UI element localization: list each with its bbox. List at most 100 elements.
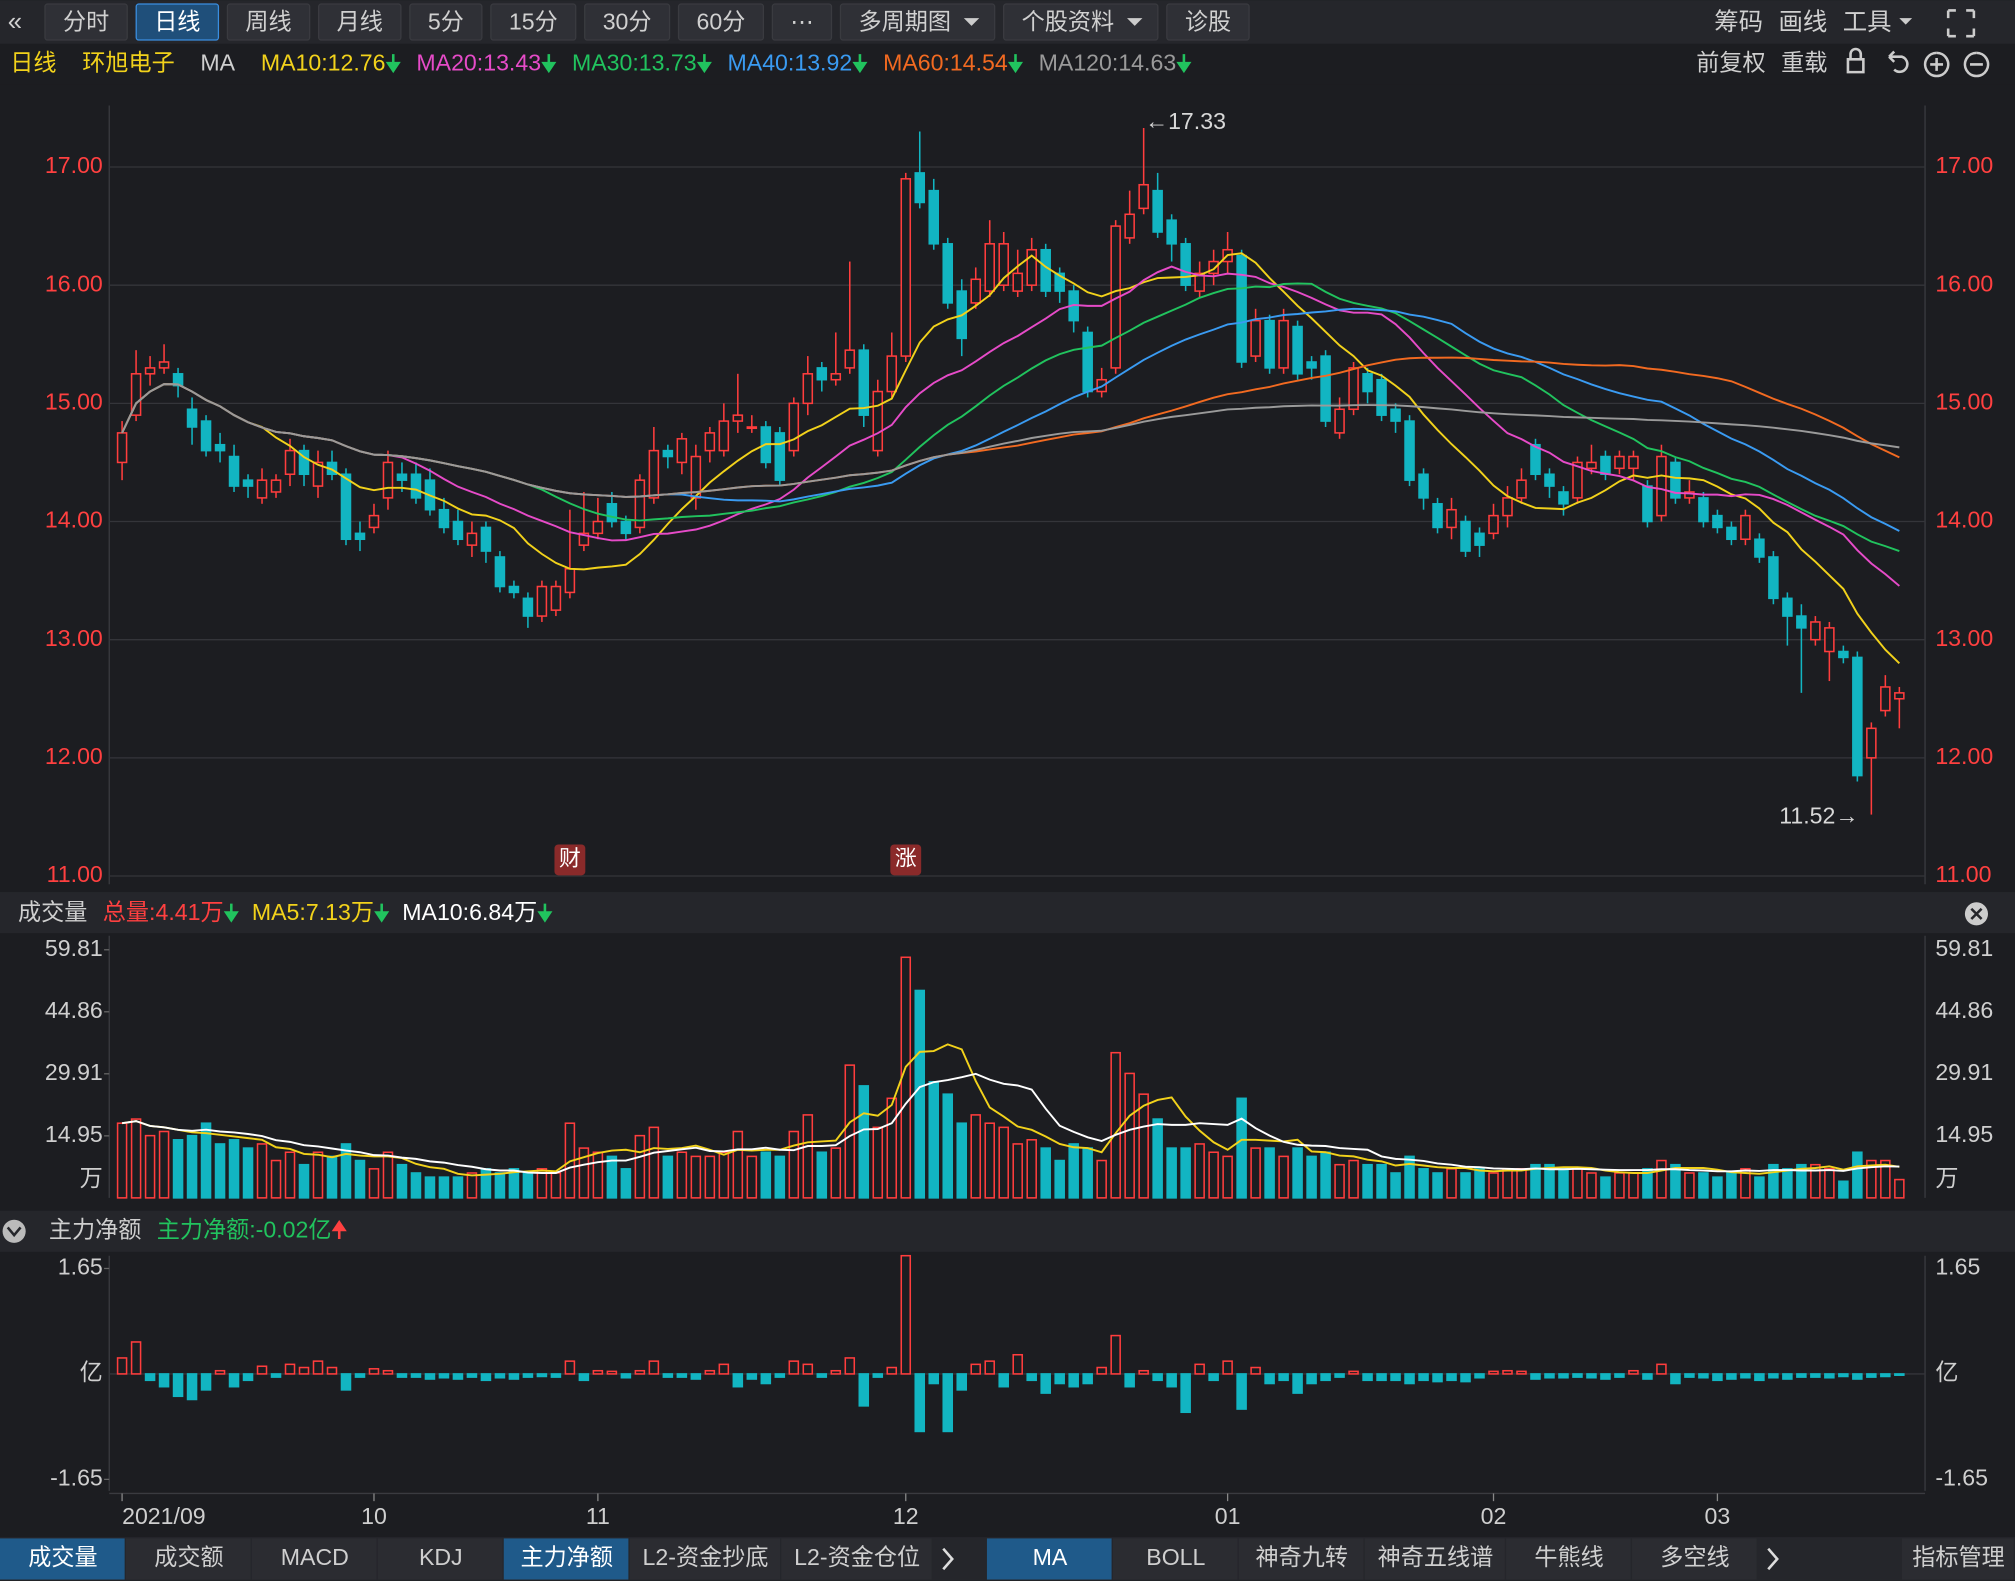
bottom-tab[interactable] [1112, 1538, 1238, 1580]
legend-icon[interactable] [1923, 51, 1950, 78]
ma-line [121, 252, 1901, 665]
toolbar-button[interactable] [318, 3, 402, 41]
legend-icon[interactable] [1888, 50, 1909, 74]
bottom-tab[interactable] [125, 1538, 251, 1580]
toolbar-right-label[interactable]: 工具 [1843, 9, 1892, 36]
bottom-tab[interactable] [1238, 1538, 1364, 1580]
candle-body [1530, 443, 1541, 476]
y-tick-label-right: 13.00 [1935, 625, 1993, 651]
bar [1698, 1373, 1709, 1379]
event-marker-label[interactable]: 财 [559, 846, 581, 871]
bar [1670, 1163, 1681, 1199]
bottom-tab[interactable] [251, 1538, 377, 1580]
bottom-tab-label[interactable]: 神奇九转 [1256, 1544, 1349, 1570]
bottom-tab-label[interactable]: MA [1033, 1544, 1068, 1570]
bottom-tab[interactable] [1364, 1538, 1505, 1580]
bar [1502, 1168, 1513, 1199]
volume-header [0, 892, 2015, 934]
bar [1544, 1163, 1555, 1199]
bar [998, 1126, 1009, 1199]
bar [354, 1373, 366, 1378]
candle-body [1418, 473, 1429, 499]
toolbar-button[interactable] [490, 3, 577, 41]
bar [1572, 1373, 1583, 1378]
panel-label: MA10:6.84万 [402, 899, 537, 925]
toolbar-button[interactable] [677, 3, 765, 41]
bottom-tab-label[interactable]: 多空线 [1660, 1544, 1729, 1570]
bottom-tab[interactable] [629, 1538, 781, 1580]
legend-right[interactable]: 重载 [1781, 50, 1827, 76]
bottom-tab[interactable] [1632, 1538, 1757, 1580]
event-marker[interactable] [554, 844, 586, 876]
panel-label: 主力净额:-0.02亿 [157, 1216, 332, 1242]
toolbar-button-label[interactable]: 月线 [337, 8, 383, 34]
toolbar-button[interactable] [1166, 3, 1250, 41]
event-marker-label[interactable]: 涨 [895, 846, 917, 871]
toolbar-button[interactable] [771, 3, 833, 41]
bottom-tab[interactable] [1506, 1538, 1631, 1580]
toolbar-button-label[interactable]: ⋯ [790, 8, 813, 34]
legend-icon[interactable] [1963, 51, 1990, 78]
y-tick-label-right: 14.00 [1935, 507, 1993, 533]
bar [788, 1130, 800, 1199]
toolbar-button[interactable] [226, 3, 311, 41]
bottom-tab-label[interactable]: 主力净额 [520, 1544, 613, 1570]
bottom-tab-label[interactable]: 成交量 [28, 1544, 97, 1570]
toolbar-button-label[interactable]: 60分 [697, 8, 746, 34]
bottom-tab-label[interactable]: MACD [281, 1544, 349, 1570]
y-tick-label: 15.00 [45, 388, 103, 414]
bar [1614, 1172, 1625, 1199]
toolbar-button[interactable] [839, 3, 996, 41]
toolbar-button-label[interactable]: 15分 [509, 8, 558, 34]
fullscreen-icon[interactable] [1946, 9, 1976, 38]
bottom-tab-label[interactable]: L2-资金仓位 [794, 1544, 920, 1570]
bottom-tab-label[interactable]: 指标管理 [1912, 1544, 2005, 1570]
bottom-tab-label[interactable]: L2-资金抄底 [643, 1544, 769, 1570]
bar [844, 1064, 856, 1199]
bottom-tab[interactable] [986, 1538, 1112, 1580]
bottom-tab[interactable] [377, 1538, 503, 1580]
candle-body [1054, 272, 1065, 292]
bottom-tab-label[interactable]: 神奇五线谱 [1378, 1544, 1494, 1570]
bottom-tab-label[interactable]: KDJ [419, 1544, 463, 1570]
bar [1082, 1147, 1093, 1199]
toolbar-button-label[interactable]: 分时 [63, 8, 109, 34]
candle-body [1726, 526, 1737, 541]
bar [242, 1147, 254, 1199]
toolbar-button-label[interactable]: 个股资料 [1022, 8, 1115, 34]
event-marker[interactable] [890, 844, 922, 876]
toolbar-button-label[interactable]: 多周期图 [858, 8, 951, 34]
collapse-icon[interactable] [2, 1219, 26, 1243]
toolbar-button[interactable] [135, 3, 220, 41]
bottom-tab[interactable] [1901, 1538, 2014, 1580]
bar [1810, 1163, 1821, 1199]
candle-body [1250, 319, 1261, 357]
bottom-tab[interactable] [503, 1538, 629, 1580]
bottom-tab[interactable] [0, 1538, 125, 1580]
toolbar-button-label[interactable]: 日线 [154, 8, 200, 34]
toolbar-button-label[interactable]: 周线 [245, 8, 291, 34]
toolbar-right-label[interactable]: 筹码 [1714, 9, 1763, 36]
toolbar-button-label[interactable]: 30分 [603, 8, 652, 34]
toolbar-button[interactable] [44, 3, 128, 41]
toolbar-button[interactable] [584, 3, 671, 41]
legend-icon[interactable] [1846, 47, 1865, 74]
bar [1698, 1172, 1709, 1199]
bar [1180, 1373, 1191, 1414]
toolbar-button[interactable] [1003, 3, 1159, 41]
bar [242, 1373, 254, 1382]
scroll-arrow[interactable] [942, 1547, 954, 1571]
bottom-tab-label[interactable]: 成交额 [154, 1544, 223, 1570]
bottom-tab-label[interactable]: 牛熊线 [1534, 1544, 1603, 1570]
toolbar-right-label[interactable]: 画线 [1779, 9, 1828, 36]
panel-label: 总量:4.41万 [103, 899, 224, 925]
toolbar-button[interactable] [409, 3, 483, 41]
toolbar-button-label[interactable]: 诊股 [1185, 8, 1231, 34]
bottom-tab[interactable] [781, 1538, 932, 1580]
bottom-tab-label[interactable]: BOLL [1146, 1544, 1205, 1570]
scroll-arrow[interactable] [1767, 1547, 1779, 1571]
bar [368, 1368, 380, 1375]
toolbar-button-label[interactable]: 5分 [428, 8, 464, 34]
back-icon[interactable]: « [8, 8, 22, 36]
legend-right[interactable]: 前复权 [1696, 50, 1765, 76]
